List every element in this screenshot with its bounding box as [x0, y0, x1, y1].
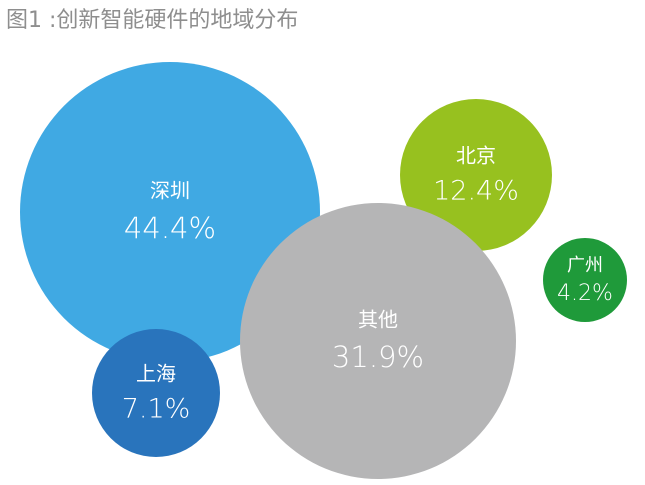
- bubble-label-3: 其他: [358, 308, 398, 332]
- bubble-label-4: 上海: [136, 362, 176, 386]
- bubble-value-3: 31.9%: [332, 340, 424, 374]
- bubble-2: [543, 238, 627, 322]
- bubble-value-1: 12.4%: [433, 176, 519, 207]
- bubble-1: [400, 99, 552, 251]
- bubble-label-0: 深圳: [150, 179, 190, 203]
- bubble-value-0: 44.4%: [124, 211, 216, 245]
- bubble-label-1: 北京: [456, 144, 496, 168]
- bubble-value-4: 7.1%: [122, 394, 191, 425]
- chart-title: 图1 :创新智能硬件的地域分布: [6, 8, 299, 33]
- bubble-3: [240, 203, 516, 479]
- bubble-value-2: 4.2%: [557, 281, 613, 306]
- bubble-label-2: 广州: [567, 255, 603, 276]
- bubble-4: [92, 329, 220, 457]
- bubble-0: [20, 62, 320, 362]
